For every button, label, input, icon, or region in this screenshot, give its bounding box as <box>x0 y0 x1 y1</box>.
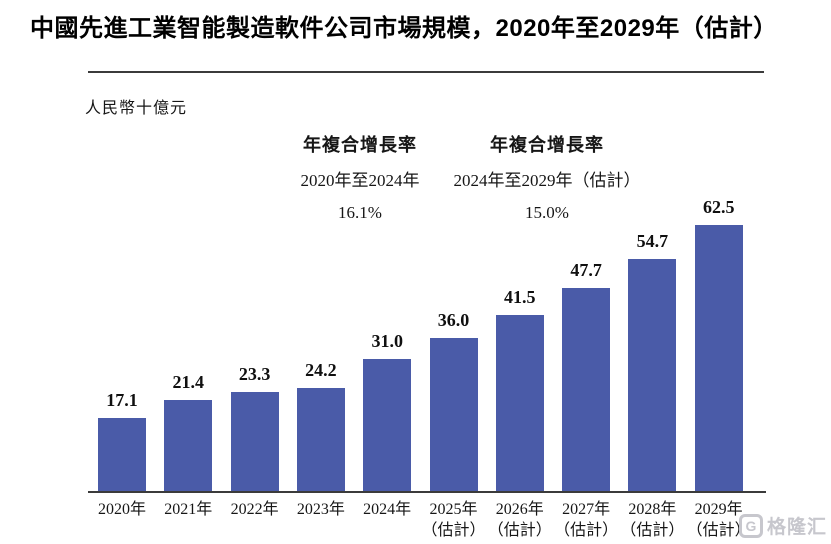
bar-value-label: 36.0 <box>437 310 470 330</box>
x-axis-line <box>88 491 766 493</box>
bar-value-label: 54.7 <box>636 230 669 251</box>
bar-2022 <box>230 391 279 491</box>
bar-value-label: 17.1 <box>106 390 138 411</box>
cagr-label: 年複合增長率 <box>303 135 417 155</box>
cagr-label: 年複合增長率 <box>490 135 604 155</box>
cagr-period: 2024年至2029年（估計） <box>453 171 641 190</box>
cagr-value: 15.0% <box>525 203 569 222</box>
title-divider <box>88 71 764 73</box>
bar-value-label: 41.5 <box>504 286 536 307</box>
x-tick-label: 2020年 <box>97 501 146 518</box>
bar-2029 <box>694 225 743 491</box>
bar-value-label: 24.2 <box>305 360 337 381</box>
bar-value-label: 62.5 <box>702 197 735 218</box>
bar-value-label: 23.3 <box>238 363 271 384</box>
x-tick-label: 2025年 （估計） <box>421 501 486 539</box>
bar-value-label: 21.4 <box>172 372 205 393</box>
cagr-value: 16.1% <box>338 203 382 222</box>
bar-2027 <box>562 288 611 491</box>
x-tick-label: 2028年 （估計） <box>620 501 685 539</box>
cagr-period: 2020年至2024年 <box>300 171 420 190</box>
bar-2021 <box>164 400 213 491</box>
y-axis-unit-label: 人民幣十億元 <box>85 100 188 117</box>
bar-value-label: 47.7 <box>570 260 602 281</box>
gelonghui-logo-icon: G <box>738 513 763 538</box>
bar-2024 <box>363 359 412 491</box>
bar-2028 <box>628 258 677 491</box>
bar-2023 <box>296 388 345 491</box>
bar-2020 <box>98 418 146 491</box>
cagr-annotation-2020-2024: 年複合增長率 2020年至2024年 16.1% <box>301 131 420 223</box>
x-tick-label: 2023年 <box>296 501 345 518</box>
x-tick-label: 2027年 （估計） <box>554 501 619 539</box>
x-tick-label: 2022年 <box>230 501 279 518</box>
bar-2025 <box>429 338 478 491</box>
x-tick-label: 2029年 （估計） <box>686 501 751 539</box>
bar-value-label: 31.0 <box>371 331 403 352</box>
watermark-text: 格隆汇 <box>766 517 827 538</box>
bar-2026 <box>495 314 544 491</box>
page-title: 中國先進工業智能製造軟件公司市場規模，2020年至2029年（估計） <box>30 15 778 42</box>
watermark: G 格隆汇 <box>738 512 827 539</box>
x-tick-label: 2021年 <box>164 501 213 518</box>
cagr-annotation-2024-2029: 年複合增長率 2024年至2029年（估計） 15.0% <box>454 131 641 223</box>
x-tick-label: 2026年 （估計） <box>487 501 552 539</box>
x-tick-label: 2024年 <box>363 501 412 518</box>
